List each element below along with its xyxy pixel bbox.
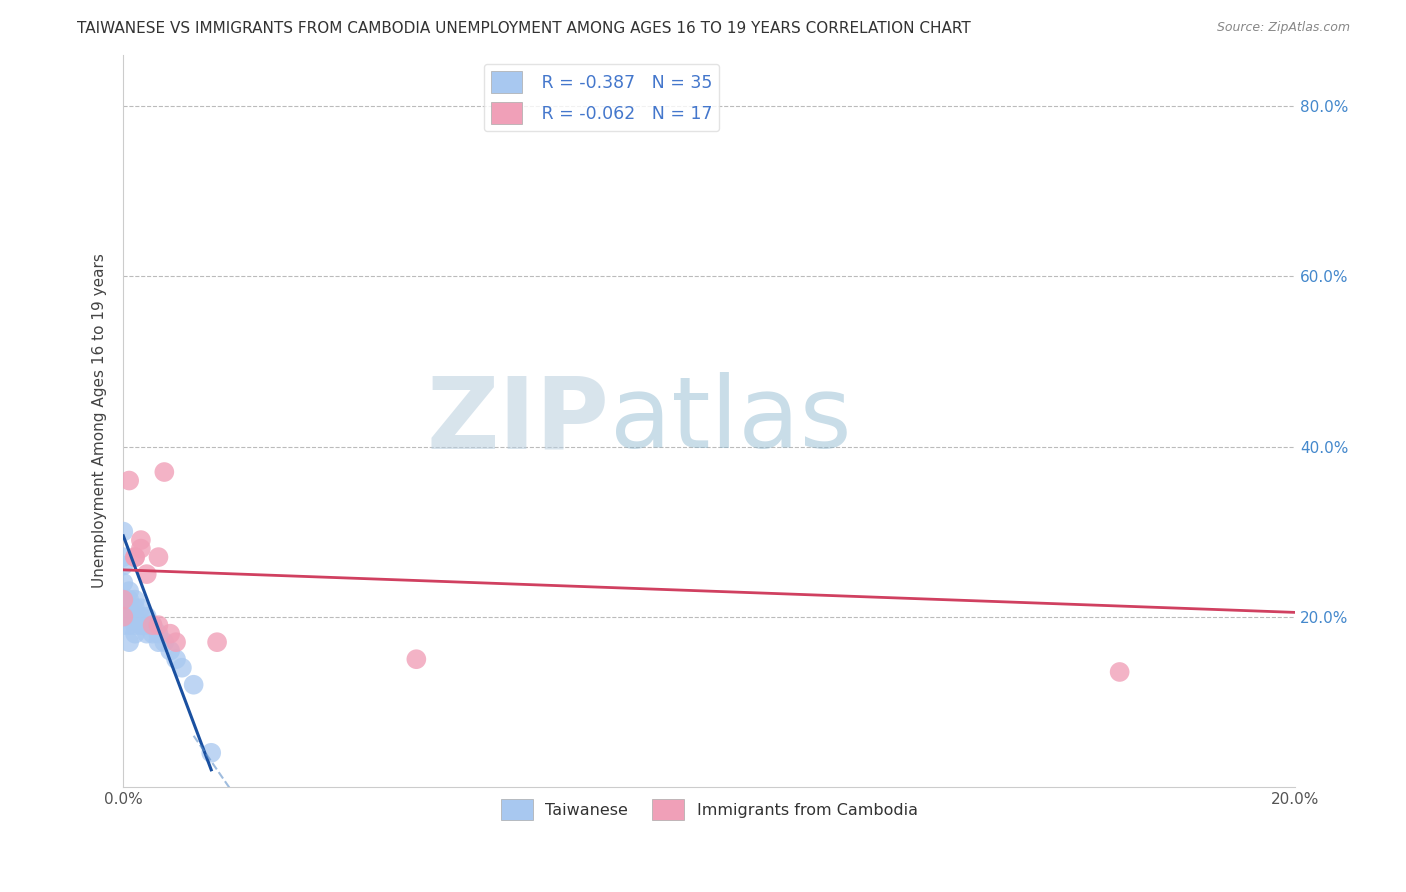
Point — [118, 592, 141, 607]
Point — [135, 626, 157, 640]
Point — [118, 609, 141, 624]
Point — [124, 609, 146, 624]
Point — [112, 524, 135, 539]
Point — [129, 541, 152, 556]
Point — [118, 635, 141, 649]
Legend: Taiwanese, Immigrants from Cambodia: Taiwanese, Immigrants from Cambodia — [495, 793, 924, 826]
Point — [405, 652, 427, 666]
Point — [205, 635, 228, 649]
Point — [200, 746, 222, 760]
Point — [124, 550, 146, 565]
Point — [159, 643, 181, 657]
Point — [142, 618, 165, 632]
Point — [148, 626, 170, 640]
Point — [148, 635, 170, 649]
Point — [124, 601, 146, 615]
Point — [112, 575, 135, 590]
Point — [170, 661, 193, 675]
Point — [129, 601, 152, 615]
Point — [118, 584, 141, 599]
Point — [112, 550, 135, 565]
Y-axis label: Unemployment Among Ages 16 to 19 years: Unemployment Among Ages 16 to 19 years — [93, 253, 107, 589]
Point — [112, 609, 135, 624]
Point — [129, 609, 152, 624]
Point — [148, 550, 170, 565]
Point — [135, 609, 157, 624]
Point — [124, 618, 146, 632]
Point — [112, 558, 135, 573]
Point — [1108, 665, 1130, 679]
Text: atlas: atlas — [610, 373, 852, 469]
Point — [183, 678, 205, 692]
Point — [118, 474, 141, 488]
Point — [124, 592, 146, 607]
Point — [118, 601, 141, 615]
Text: Source: ZipAtlas.com: Source: ZipAtlas.com — [1216, 21, 1350, 34]
Text: ZIP: ZIP — [427, 373, 610, 469]
Point — [124, 626, 146, 640]
Point — [112, 592, 135, 607]
Point — [129, 533, 152, 547]
Point — [124, 550, 146, 565]
Point — [153, 635, 176, 649]
Point — [118, 618, 141, 632]
Point — [129, 618, 152, 632]
Point — [112, 609, 135, 624]
Point — [153, 465, 176, 479]
Point — [159, 626, 181, 640]
Point — [135, 567, 157, 582]
Point — [165, 635, 187, 649]
Point — [142, 618, 165, 632]
Point — [148, 618, 170, 632]
Point — [112, 601, 135, 615]
Point — [112, 618, 135, 632]
Text: TAIWANESE VS IMMIGRANTS FROM CAMBODIA UNEMPLOYMENT AMONG AGES 16 TO 19 YEARS COR: TAIWANESE VS IMMIGRANTS FROM CAMBODIA UN… — [77, 21, 972, 36]
Point — [135, 618, 157, 632]
Point — [165, 652, 187, 666]
Point — [112, 592, 135, 607]
Point — [142, 626, 165, 640]
